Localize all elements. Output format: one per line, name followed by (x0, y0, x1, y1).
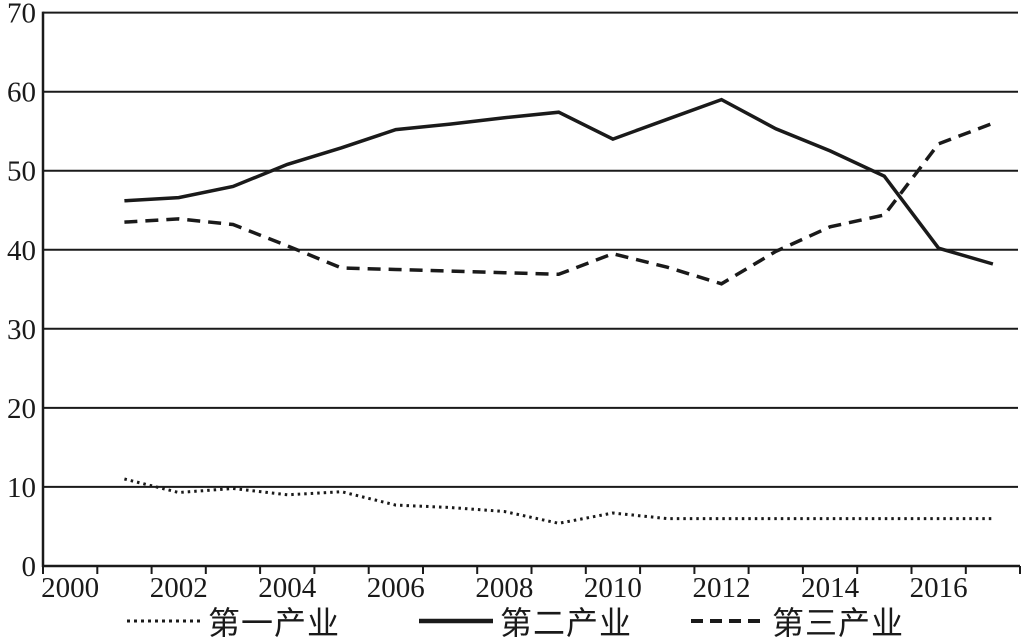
legend-item-second-industry: 第二产业 (418, 599, 632, 642)
series-line-dotted (124, 477, 993, 525)
dashed-line-icon (691, 618, 765, 623)
x-tick-label: 2014 (801, 572, 860, 600)
dotted-line-icon (127, 619, 201, 622)
y-tick-label: 10 (7, 472, 36, 504)
y-tick-label: 30 (7, 314, 36, 346)
solid-line-icon (419, 618, 493, 623)
legend-label-third-industry: 第三产业 (772, 604, 905, 641)
x-tick-label: 2004 (258, 572, 317, 600)
y-tick-label: 40 (7, 235, 36, 267)
y-tick-label: 60 (7, 77, 36, 109)
legend-item-third-industry: 第三产业 (690, 599, 904, 642)
chart-legend: 第一产业 第二产业 第三产业 (0, 599, 1021, 642)
x-tick-label: 2002 (150, 572, 208, 600)
x-tick-label: 2000 (41, 572, 99, 600)
x-tick-label: 2008 (475, 572, 533, 600)
legend-item-first-industry: 第一产业 (126, 599, 340, 642)
x-tick-label: 2016 (910, 572, 968, 600)
y-tick-label: 20 (7, 393, 36, 425)
series-line-dashed (124, 121, 994, 286)
x-tick-label: 2012 (693, 572, 751, 600)
legend-label-first-industry: 第一产业 (208, 604, 341, 641)
series-line-solid (124, 97, 994, 266)
y-tick-label: 0 (22, 551, 37, 583)
line-chart: 0 10 20 30 40 50 60 70 2000 2002 2004 2006 2008 2010 2… (7, 0, 1021, 600)
x-tick-label: 2010 (584, 572, 642, 600)
y-tick-label: 70 (7, 0, 36, 30)
legend-label-second-industry: 第二产业 (500, 604, 633, 641)
x-tick-label: 2006 (367, 572, 425, 600)
y-tick-label: 50 (7, 156, 36, 188)
